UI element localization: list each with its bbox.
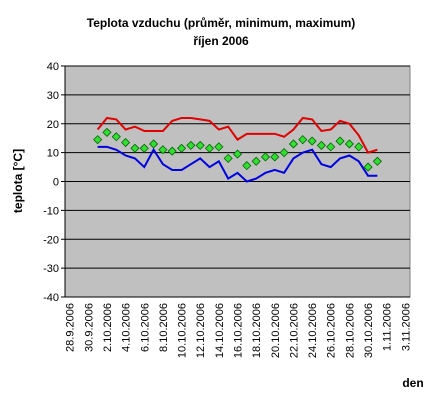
- x-tick-label: 28.10.2006: [344, 303, 356, 358]
- marker: [363, 162, 373, 172]
- marker: [242, 161, 252, 171]
- marker: [372, 156, 382, 166]
- marker: [214, 142, 224, 152]
- marker: [251, 156, 261, 166]
- marker: [93, 135, 103, 145]
- marker: [270, 152, 280, 162]
- x-tick-label: 22.10.2006: [288, 303, 300, 358]
- marker: [288, 139, 299, 149]
- y-tick-label: 0: [53, 177, 59, 189]
- x-tick-label: 2.10.2006: [102, 303, 114, 352]
- marker: [111, 132, 121, 142]
- marker: [195, 140, 205, 150]
- x-tick-label: 30.9.2006: [83, 303, 95, 352]
- x-tick-label: 18.10.2006: [251, 303, 263, 358]
- y-tick-label: -40: [43, 292, 59, 304]
- marker: [204, 143, 215, 153]
- marker: [130, 143, 140, 153]
- x-tick-label: 10.10.2006: [177, 303, 189, 358]
- line: [97, 145, 378, 183]
- marker: [298, 135, 308, 145]
- marker: [102, 127, 112, 137]
- marker: [326, 142, 336, 152]
- x-tick-label: 14.10.2006: [214, 303, 226, 358]
- marker: [260, 152, 271, 162]
- x-tick-label: 16.10.2006: [233, 303, 245, 358]
- marker: [149, 139, 159, 149]
- y-tick-label: 30: [47, 90, 59, 102]
- y-tick-label: 10: [47, 148, 59, 160]
- y-tick-label: 40: [47, 61, 59, 73]
- x-tick-label: 20.10.2006: [270, 303, 282, 358]
- x-tick-label: 1.11.2006: [382, 303, 394, 351]
- y-axis-label: teplota [°C]: [11, 149, 25, 213]
- marker: [344, 139, 354, 149]
- x-tick-label: 30.10.2006: [363, 303, 375, 358]
- x-tick-label: 4.10.2006: [121, 303, 133, 352]
- y-tick-label: 20: [47, 119, 59, 131]
- marker: [335, 136, 345, 146]
- y-tick-label: -20: [43, 234, 59, 246]
- y-tick-label: -10: [43, 205, 59, 217]
- marker: [316, 140, 326, 150]
- x-tick-label: 6.10.2006: [139, 303, 151, 352]
- x-tick-label: 12.10.2006: [195, 303, 207, 358]
- chart-subtitle: říjen 2006: [193, 34, 249, 48]
- marker: [186, 140, 196, 150]
- x-tick-label: 26.10.2006: [326, 303, 338, 358]
- marker: [307, 136, 317, 146]
- marker: [232, 149, 243, 159]
- chart-title: Teplota vzduchu (průměr, minimum, maximu…: [87, 16, 355, 30]
- marker: [121, 137, 131, 148]
- x-tick-label: 24.10.2006: [307, 303, 319, 358]
- marker: [223, 153, 233, 163]
- x-tick-label: 3.11.2006: [400, 303, 412, 351]
- x-tick-label: 8.10.2006: [158, 303, 170, 352]
- marker: [354, 142, 364, 152]
- line: [96, 116, 378, 154]
- marker: [167, 146, 177, 156]
- y-tick-label: -30: [43, 263, 59, 275]
- marker: [158, 145, 168, 155]
- x-axis-label: den: [402, 376, 423, 390]
- marker: [176, 143, 187, 153]
- x-tick-label: 28.9.2006: [65, 303, 77, 352]
- marker: [139, 143, 149, 153]
- marker: [279, 148, 289, 158]
